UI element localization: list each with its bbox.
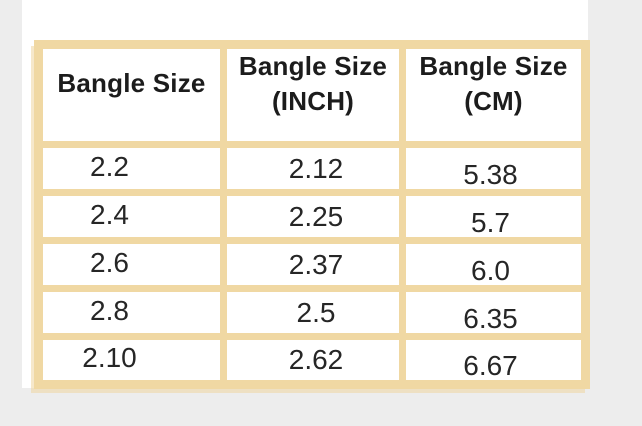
cell-size: 2.4	[35, 189, 227, 244]
header-subtitle: (CM)	[464, 86, 523, 116]
cell-value: 2.62	[288, 344, 344, 375]
header-bangle-size: Bangle Size	[35, 41, 227, 148]
cell-inch: 2.5	[220, 285, 406, 340]
cell-value: 5.7	[471, 206, 510, 238]
cell-value: 2.4	[90, 198, 129, 230]
table-row-4: 2.8 2.5 6.35	[35, 285, 589, 340]
cell-value: 6.0	[471, 254, 510, 286]
header-row: Bangle Size Bangle Size (INCH) Bangle Si…	[35, 41, 589, 148]
cell-inch: 2.25	[220, 189, 406, 244]
cell-value: 2.37	[288, 248, 344, 280]
cell-cm: 6.0	[399, 237, 589, 292]
header-title: Bangle Size	[419, 51, 568, 81]
header-title: Bangle Size	[238, 51, 388, 81]
cell-value: 2.8	[90, 294, 129, 326]
table-row-3: 2.6 2.37 6.0	[35, 237, 589, 292]
content-panel: Bangle Size Bangle Size (INCH) Bangle Si…	[22, 0, 590, 389]
header-bangle-size-inch: Bangle Size (INCH)	[220, 41, 406, 148]
cell-cm: 5.7	[399, 189, 589, 244]
table-row-1: 2.2 2.12 5.38	[35, 141, 589, 196]
table-row-5: 2.10 2.62 6.67	[35, 333, 589, 388]
cell-value: 2.2	[90, 150, 129, 182]
cell-value: 2.10	[82, 342, 137, 373]
cell-value: 2.25	[288, 200, 344, 232]
cell-size: 2.6	[35, 237, 227, 292]
cell-inch: 2.37	[220, 237, 406, 292]
header-bangle-size-cm: Bangle Size (CM)	[399, 41, 589, 148]
header-title: Bangle Size	[57, 68, 206, 98]
cell-inch: 2.12	[220, 141, 406, 196]
cell-value: 6.35	[463, 302, 518, 334]
cell-value: 2.6	[90, 246, 129, 278]
cell-size: 2.2	[35, 141, 227, 196]
cell-size: 2.8	[35, 285, 227, 340]
header-subtitle: (INCH)	[271, 86, 355, 116]
cell-value: 2.5	[296, 296, 336, 328]
bangle-size-table: Bangle Size Bangle Size (INCH) Bangle Si…	[34, 40, 590, 389]
cell-value: 6.67	[463, 350, 518, 381]
cell-cm: 6.35	[399, 285, 589, 340]
cell-value: 2.12	[288, 152, 344, 184]
cell-cm: 6.67	[399, 333, 589, 388]
cell-size: 2.10	[35, 333, 227, 388]
cell-inch: 2.62	[220, 333, 406, 388]
cell-cm: 5.38	[399, 141, 589, 196]
table-row-2: 2.4 2.25 5.7	[35, 189, 589, 244]
cell-value: 5.38	[463, 158, 518, 190]
